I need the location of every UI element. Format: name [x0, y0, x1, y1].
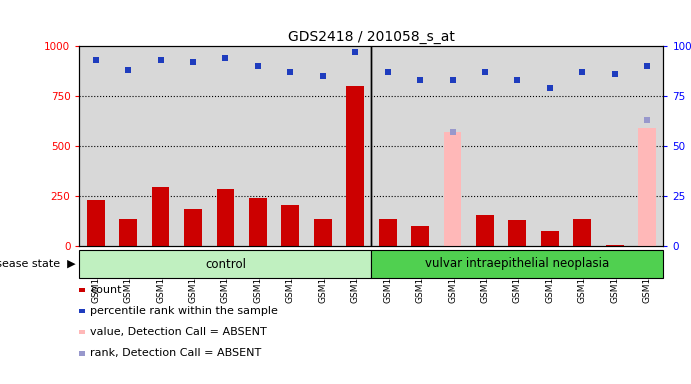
Point: [545, 85, 556, 91]
Bar: [476, 215, 494, 246]
Bar: [638, 216, 656, 246]
Bar: [281, 205, 299, 246]
Text: rank, Detection Call = ABSENT: rank, Detection Call = ABSENT: [91, 348, 262, 358]
Point: [90, 57, 101, 63]
Text: value, Detection Call = ABSENT: value, Detection Call = ABSENT: [91, 327, 267, 337]
Point: [252, 63, 263, 69]
Title: GDS2418 / 201058_s_at: GDS2418 / 201058_s_at: [288, 30, 455, 44]
Bar: [120, 219, 137, 246]
Point: [480, 69, 491, 75]
Text: percentile rank within the sample: percentile rank within the sample: [91, 306, 278, 316]
Point: [447, 77, 458, 83]
Bar: [509, 220, 527, 246]
Bar: [372, 250, 663, 278]
Text: count: count: [91, 285, 122, 295]
Point: [512, 77, 523, 83]
Bar: [87, 200, 104, 246]
Point: [609, 71, 621, 77]
Point: [447, 129, 458, 135]
Text: control: control: [205, 258, 246, 270]
Bar: [346, 86, 364, 246]
Bar: [606, 245, 623, 246]
Point: [415, 77, 426, 83]
Text: vulvar intraepithelial neoplasia: vulvar intraepithelial neoplasia: [425, 258, 609, 270]
Bar: [444, 132, 462, 246]
Text: disease state  ▶: disease state ▶: [0, 259, 76, 269]
Bar: [151, 187, 169, 246]
Bar: [314, 219, 332, 246]
Point: [155, 57, 166, 63]
Point: [577, 69, 588, 75]
Bar: [638, 128, 656, 246]
Bar: [184, 209, 202, 246]
Bar: [249, 198, 267, 246]
Bar: [411, 226, 429, 246]
Point: [122, 67, 133, 73]
Bar: [541, 231, 559, 246]
Point: [187, 59, 198, 65]
Point: [642, 117, 653, 123]
Point: [285, 69, 296, 75]
Point: [350, 49, 361, 55]
Bar: [379, 219, 397, 246]
Bar: [216, 189, 234, 246]
Point: [642, 63, 653, 69]
Point: [382, 69, 393, 75]
Point: [220, 55, 231, 61]
Bar: [79, 250, 372, 278]
Point: [317, 73, 328, 79]
Bar: [574, 219, 591, 246]
